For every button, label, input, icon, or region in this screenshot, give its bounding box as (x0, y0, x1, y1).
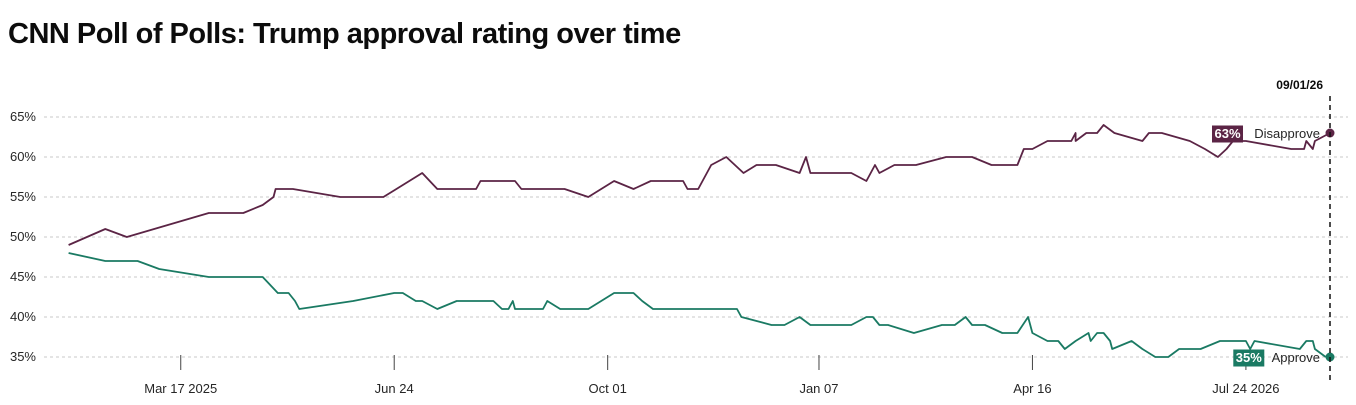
value-badge-disapprove (1212, 125, 1243, 143)
x-tick-label: Jan 07 (799, 381, 838, 396)
series-line-disapprove (68, 124, 1331, 246)
chart-title: CNN Poll of Polls: Trump approval rating… (8, 18, 681, 50)
y-tick-label: 55% (10, 189, 36, 204)
x-tick-label: Oct 01 (589, 381, 627, 396)
x-tick-label: Jun 24 (375, 381, 414, 396)
current-date-label: 09/01/26 (1276, 78, 1323, 92)
x-tick-label: Mar 17 2025 (144, 381, 217, 396)
series-lines: Disapprove 63% Approve 35% (68, 124, 1335, 367)
y-tick-label: 60% (10, 149, 36, 164)
value-badge-text-disapprove: 63% (1214, 126, 1240, 141)
y-tick-label: 45% (10, 269, 36, 284)
value-badge-text-approve: 35% (1236, 350, 1262, 365)
y-tick-label: 65% (10, 109, 36, 124)
value-badge-approve (1233, 349, 1265, 367)
y-tick-label: 50% (10, 229, 36, 244)
series-label-disapprove: Disapprove (1254, 126, 1320, 141)
series-label-approve: Approve (1272, 350, 1320, 365)
current-date-marker: 09/01/26 (1276, 78, 1331, 380)
x-tick-label: Jul 24 2026 (1212, 381, 1279, 396)
grid-layer: 65% 60% 55% 50% 45% 40% 35% (10, 109, 1348, 364)
series-line-approve (68, 252, 1327, 358)
x-tick-label: Apr 16 (1013, 381, 1051, 396)
x-axis: Mar 17 2025 Jun 24 Oct 01 Jan 07 Apr 16 Jul 2… (144, 355, 1280, 396)
y-tick-label: 40% (10, 309, 36, 324)
y-tick-label: 35% (10, 349, 36, 364)
